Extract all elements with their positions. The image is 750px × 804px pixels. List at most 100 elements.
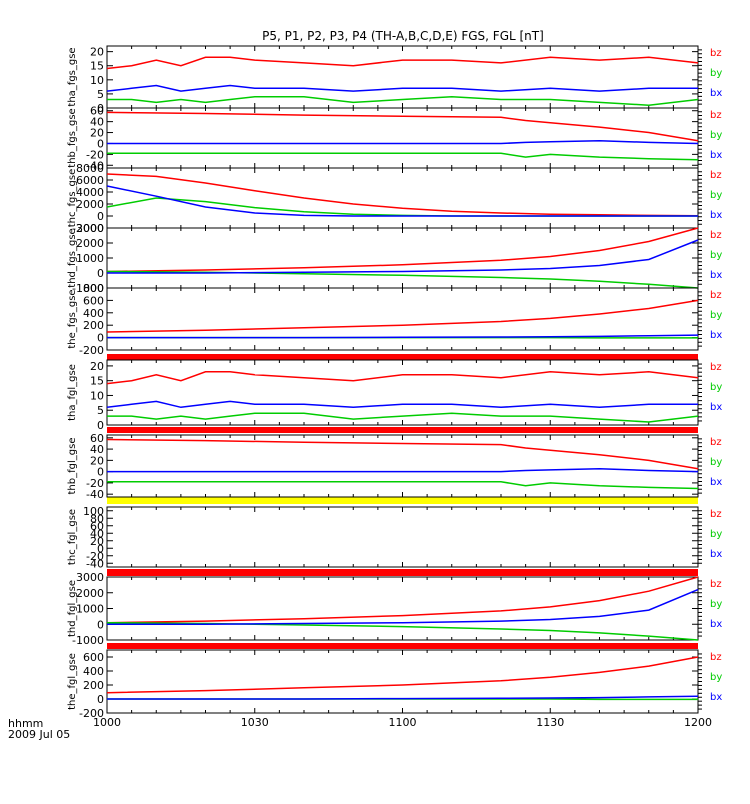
legend-bx: bx <box>710 692 722 703</box>
legend-by: by <box>710 310 722 321</box>
y-tick-label: 3000 <box>76 222 104 235</box>
flag-bar-0 <box>107 354 698 360</box>
x-tick-label: 1030 <box>241 716 269 729</box>
series-line-by <box>107 153 698 160</box>
legend-bz: bz <box>710 170 722 181</box>
legend-bz: bz <box>710 652 722 663</box>
series-line-bx <box>107 240 698 273</box>
y-tick-label: 1000 <box>76 252 104 265</box>
legend-bz: bz <box>710 110 722 121</box>
panel-frame <box>107 577 698 640</box>
flag-bar-3 <box>107 569 698 576</box>
x-tick-label: 1130 <box>536 716 564 729</box>
x-axis: 1000 1030 1100 1130 1200 <box>93 716 712 729</box>
y-tick-label: 0 <box>97 618 104 631</box>
y-tick-label: 1000 <box>76 603 104 616</box>
y-axis-label: the_fgl_gse <box>67 653 78 710</box>
panel-frame <box>107 228 698 288</box>
legend-bz: bz <box>710 230 722 241</box>
y-axis-label: tha_fgs_gse <box>67 47 78 106</box>
legend-by: by <box>710 457 722 468</box>
series-line-bz <box>107 657 698 693</box>
panel-frame <box>107 435 698 497</box>
legend-bz: bz <box>710 290 722 301</box>
legend-by: by <box>710 250 722 261</box>
panel-frame <box>107 650 698 713</box>
legend-by: by <box>710 190 722 201</box>
legend-by: by <box>710 130 722 141</box>
panel-frame <box>107 168 698 228</box>
y-axis-label: thd_fgl_gse <box>67 580 78 637</box>
panel-frame <box>107 288 698 350</box>
y-tick-label: 600 <box>83 294 104 307</box>
series-line-bz <box>107 112 698 140</box>
chart-title: P5, P1, P2, P3, P4 (TH-A,B,C,D,E) FGS, F… <box>262 29 544 43</box>
y-tick-label: 20 <box>90 360 104 373</box>
y-tick-label: 20 <box>90 46 104 59</box>
legend-bz: bz <box>710 48 722 59</box>
y-tick-label: 5 <box>97 88 104 101</box>
legend-bx: bx <box>710 88 722 99</box>
series-line-bx <box>107 590 698 625</box>
y-tick-label: 0 <box>97 419 104 432</box>
y-tick-label: 5 <box>97 404 104 417</box>
y-axis-label: thd_fgs_gse <box>67 228 78 287</box>
series-line-by <box>107 198 698 216</box>
series-line-bz <box>107 57 698 68</box>
y-tick-label: 10 <box>90 74 104 87</box>
y-axis-label: thc_fgs_gse <box>67 169 78 228</box>
y-tick-label: -200 <box>79 344 104 357</box>
series-line-bx <box>107 469 698 472</box>
series-line-bz <box>107 300 698 332</box>
legend-by: by <box>710 599 722 610</box>
y-tick-label: 600 <box>83 651 104 664</box>
legend-bx: bx <box>710 549 722 560</box>
legend-bz: bz <box>710 579 722 590</box>
y-tick-label: 400 <box>83 307 104 320</box>
y-tick-label: 10 <box>90 389 104 402</box>
y-tick-label: 800 <box>83 282 104 295</box>
y-tick-label: 0 <box>97 693 104 706</box>
x-tick-label: 1200 <box>684 716 712 729</box>
legend-bx: bx <box>710 210 722 221</box>
legend-by: by <box>710 529 722 540</box>
series-line-bz <box>107 440 698 469</box>
y-tick-label: 200 <box>83 319 104 332</box>
series-line-bx <box>107 141 698 144</box>
x-tick-label: 1100 <box>389 716 417 729</box>
y-tick-label: 2000 <box>76 237 104 250</box>
series-line-bx <box>107 696 698 699</box>
panel-frame <box>107 360 698 425</box>
panel-frame <box>107 108 698 168</box>
legend-by: by <box>710 382 722 393</box>
y-tick-label: -40 <box>86 488 104 501</box>
y-tick-label: 3000 <box>76 571 104 584</box>
legend-bx: bx <box>710 477 722 488</box>
panel-frame <box>107 46 698 108</box>
y-tick-label: 15 <box>90 60 104 73</box>
y-axis-label: thb_fgs_gse <box>67 108 78 167</box>
y-tick-label: 0 <box>97 332 104 345</box>
y-axis-label: thb_fgl_gse <box>67 438 78 495</box>
legend-bx: bx <box>710 619 722 630</box>
legend-bx: bx <box>710 150 722 161</box>
flag-bar-1 <box>107 427 698 433</box>
series-line-bx <box>107 401 698 407</box>
y-axis-label: the_fgs_gse <box>67 289 78 348</box>
legend-bx: bx <box>710 402 722 413</box>
series-line-by <box>107 482 698 489</box>
y-tick-label: 200 <box>83 679 104 692</box>
legend-by: by <box>710 68 722 79</box>
panel-frame <box>107 507 698 567</box>
legend-bx: bx <box>710 270 722 281</box>
flag-bar-2 <box>107 497 698 504</box>
x-tick-label: 1000 <box>93 716 121 729</box>
